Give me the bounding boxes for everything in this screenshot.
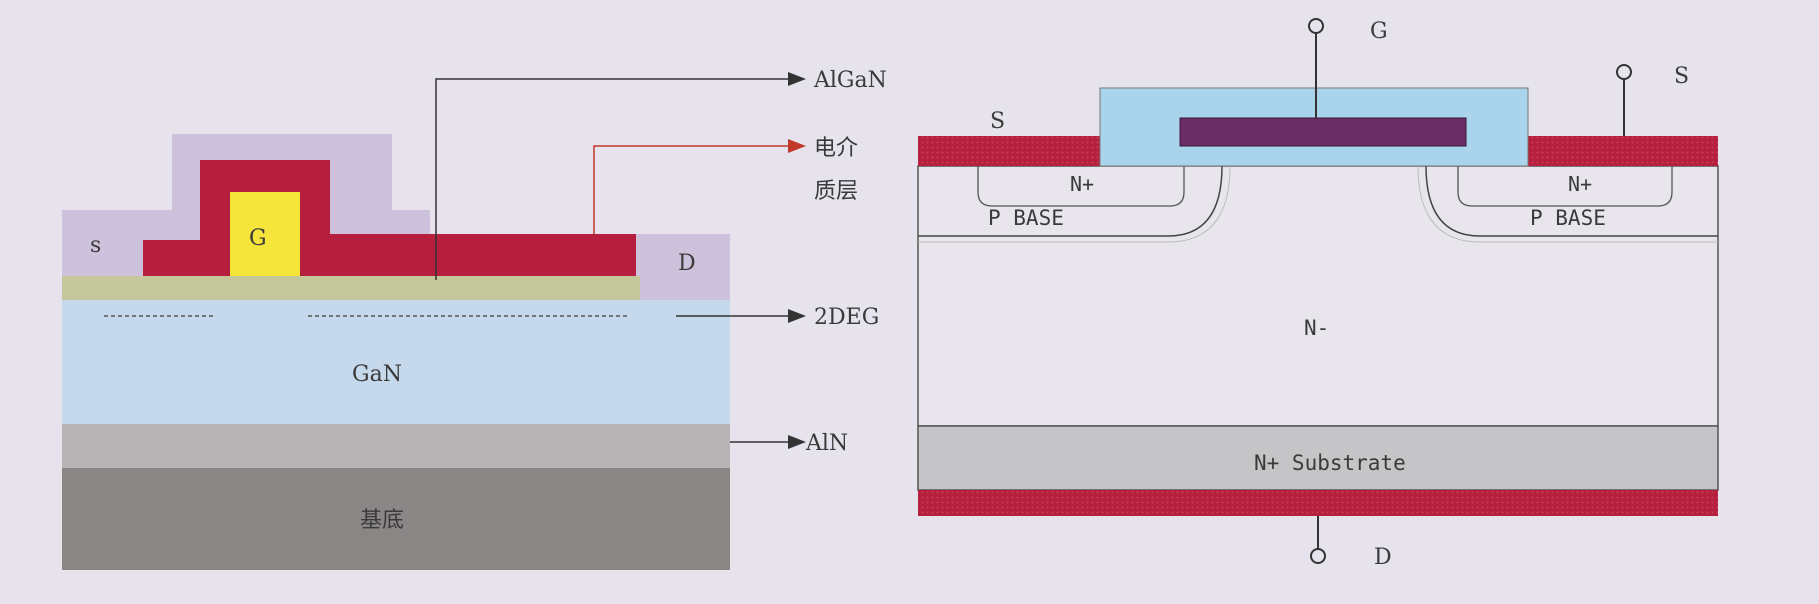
n-drift-region [917, 165, 1719, 427]
dielectric-callout-line1: 电介 [814, 136, 858, 161]
algan-arrowhead [788, 72, 806, 86]
n-plus-right-label: N+ [1568, 172, 1592, 196]
dielectric-leader-line [593, 145, 788, 234]
drain-terminal-label: D [1374, 545, 1392, 570]
source-metal-left [918, 136, 1100, 166]
substrate-label: N+ Substrate [1254, 451, 1406, 475]
aln-arrowhead [788, 435, 806, 449]
2deg-callout: 2DEG [814, 305, 879, 330]
gate-electrode [230, 192, 300, 276]
p-base-right-halo [1417, 165, 1718, 243]
aln-layer [62, 424, 730, 468]
algan-leader-line [435, 78, 788, 280]
aln-callout: AlN [805, 431, 848, 456]
gan-layer [62, 300, 730, 424]
p-base-right-label: P BASE [1530, 206, 1606, 230]
p-base-left-halo [918, 165, 1231, 243]
source-terminal-node [1616, 64, 1632, 80]
p-base-right-junction [1425, 165, 1718, 237]
p-base-left-label: P BASE [988, 206, 1064, 230]
gan-label: GaN [352, 362, 402, 387]
drain-metal [918, 490, 1718, 516]
n-plus-substrate [917, 425, 1719, 491]
n-plus-well-right [1457, 166, 1673, 207]
source-metal-right [1528, 136, 1718, 166]
n-plus-well-left [977, 166, 1185, 207]
n-plus-left-label: N+ [1070, 172, 1094, 196]
source-terminal-label: S [1674, 64, 1689, 89]
source-label: s [90, 233, 101, 258]
dielectric-arrowhead [788, 139, 806, 153]
gate-terminal-label: G [1370, 19, 1388, 44]
algan-callout: AlGaN [813, 68, 887, 93]
drain-contact [640, 234, 730, 300]
dielectric-callout-line2: 质层 [814, 179, 858, 204]
gate-terminal-node [1308, 18, 1324, 34]
p-base-left-junction [918, 165, 1223, 237]
drain-terminal-node [1310, 548, 1326, 564]
n-drift-label: N- [1304, 316, 1329, 340]
gate-poly [1179, 117, 1467, 147]
gate-label: G [249, 226, 267, 251]
mosfet-diagram: G S S D N+ N+ P BASE P BASE N- N+ Substr… [917, 18, 1719, 570]
source-label-left: S [990, 109, 1005, 134]
algan-layer [62, 276, 640, 300]
2deg-arrowhead [788, 309, 806, 323]
substrate-label: 基底 [360, 508, 404, 533]
drain-label: D [678, 251, 696, 276]
substrate-layer [62, 468, 730, 570]
gan-hemt-diagram: s G D GaN 基底 AlGaN 电介 质层 2DEG AlN [62, 68, 887, 570]
